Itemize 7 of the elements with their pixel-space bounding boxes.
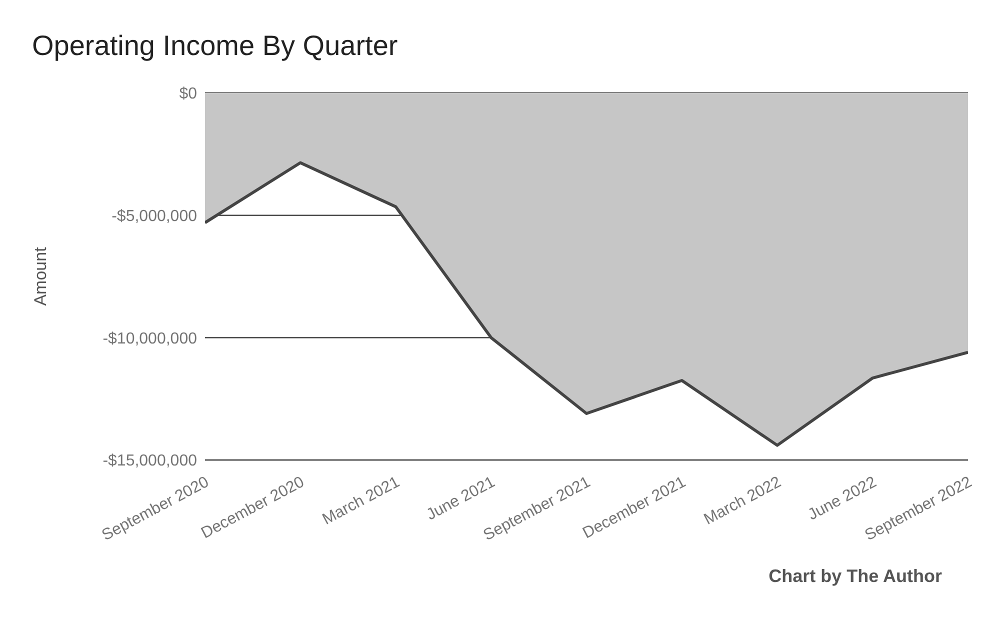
text: Chart by The Author xyxy=(768,566,942,587)
y-tick-label: -$5,000,000 xyxy=(112,208,198,226)
y-tick-label: $0 xyxy=(179,86,198,103)
y-tick-label: -$10,000,000 xyxy=(102,330,198,348)
y-axis-title: Amount xyxy=(31,246,50,306)
y-tick-label: -$15,000,000 xyxy=(102,452,198,470)
chart-title: Operating Income By Quarter xyxy=(32,30,398,62)
